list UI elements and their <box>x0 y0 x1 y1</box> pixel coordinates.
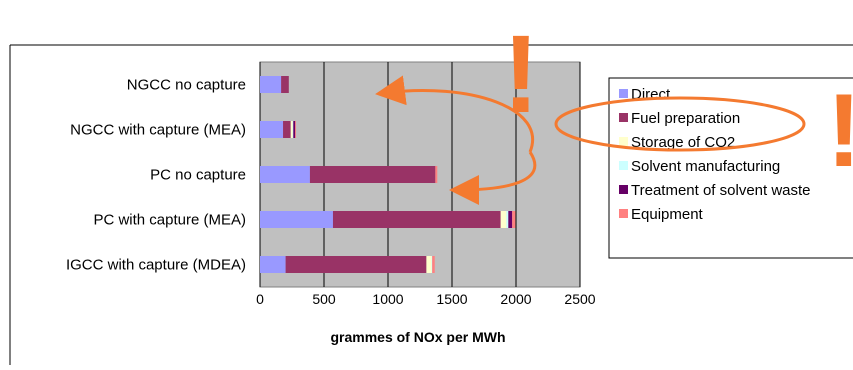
bar-segment-solvent-manufacturing <box>431 256 433 273</box>
bar-segment-fuel-preparation <box>332 211 501 228</box>
legend-label: Fuel preparation <box>631 110 740 127</box>
bar-segment-solvent-manufacturing <box>292 121 294 138</box>
category-label: NGCC no capture <box>127 77 246 94</box>
bar-segment-fuel-preparation <box>285 256 427 273</box>
bar-segment-storage-of-co2 <box>426 256 432 273</box>
x-tick-label: 2500 <box>564 291 595 307</box>
bar-segment-equipment <box>432 256 435 273</box>
legend-swatch <box>619 209 628 218</box>
curved-arrow-down <box>449 151 537 205</box>
legend-swatch <box>619 185 628 194</box>
bar-segment-direct <box>260 256 286 273</box>
legend-label: Solvent manufacturing <box>631 158 780 175</box>
x-tick-label: 2000 <box>500 291 531 307</box>
category-label: IGCC with capture (MDEA) <box>66 257 246 274</box>
bar-segment-treatment-of-solvent-waste <box>293 121 296 138</box>
legend-box <box>608 77 853 259</box>
bar-segment-fuel-preparation <box>309 166 436 183</box>
annotation-layer: ! ! <box>375 13 853 205</box>
x-axis-title: grammes of NOx per MWh <box>330 329 505 345</box>
bar-segment-direct <box>260 211 333 228</box>
category-label: PC with capture (MEA) <box>93 212 246 229</box>
bar-segment-equipment <box>295 121 296 138</box>
bar-segment-direct <box>260 76 282 93</box>
x-tick-labels: 0 500 1000 1500 2000 2500 <box>256 291 596 307</box>
bar-segment-storage-of-co2 <box>290 121 293 138</box>
legend-label: Treatment of solvent waste <box>631 182 811 199</box>
bars-layer <box>260 76 516 273</box>
x-tick-label: 0 <box>256 291 264 307</box>
bar-segment-equipment <box>512 211 516 228</box>
category-label: PC no capture <box>150 167 246 184</box>
legend-swatch <box>619 89 628 98</box>
bar-segment-equipment <box>435 166 438 183</box>
x-tick-label: 1000 <box>372 291 403 307</box>
category-labels: NGCC no capture NGCC with capture (MEA) PC… <box>66 77 246 274</box>
bar-segment-solvent-manufacturing <box>506 211 509 228</box>
legend-label: Equipment <box>631 206 704 223</box>
bar-segment-fuel-preparation <box>281 76 289 93</box>
bar-segment-direct <box>260 166 310 183</box>
legend-swatch <box>619 137 628 146</box>
bar-segment-direct <box>260 121 284 138</box>
legend-swatch <box>619 161 628 170</box>
exclamation-mark-left: ! <box>503 13 540 136</box>
curved-arrow-up <box>375 75 534 153</box>
x-tick-label: 500 <box>312 291 336 307</box>
x-tick-label: 1500 <box>436 291 467 307</box>
bar-segment-storage-of-co2 <box>500 211 507 228</box>
legend-label: Storage of CO2 <box>631 134 735 151</box>
exclamation-mark-right: ! <box>827 73 853 189</box>
category-label: NGCC with capture (MEA) <box>70 122 246 139</box>
bar-segment-fuel-preparation <box>283 121 291 138</box>
legend-swatch <box>619 113 628 122</box>
highlight-ellipse <box>554 96 806 152</box>
bar-segment-treatment-of-solvent-waste <box>508 211 513 228</box>
